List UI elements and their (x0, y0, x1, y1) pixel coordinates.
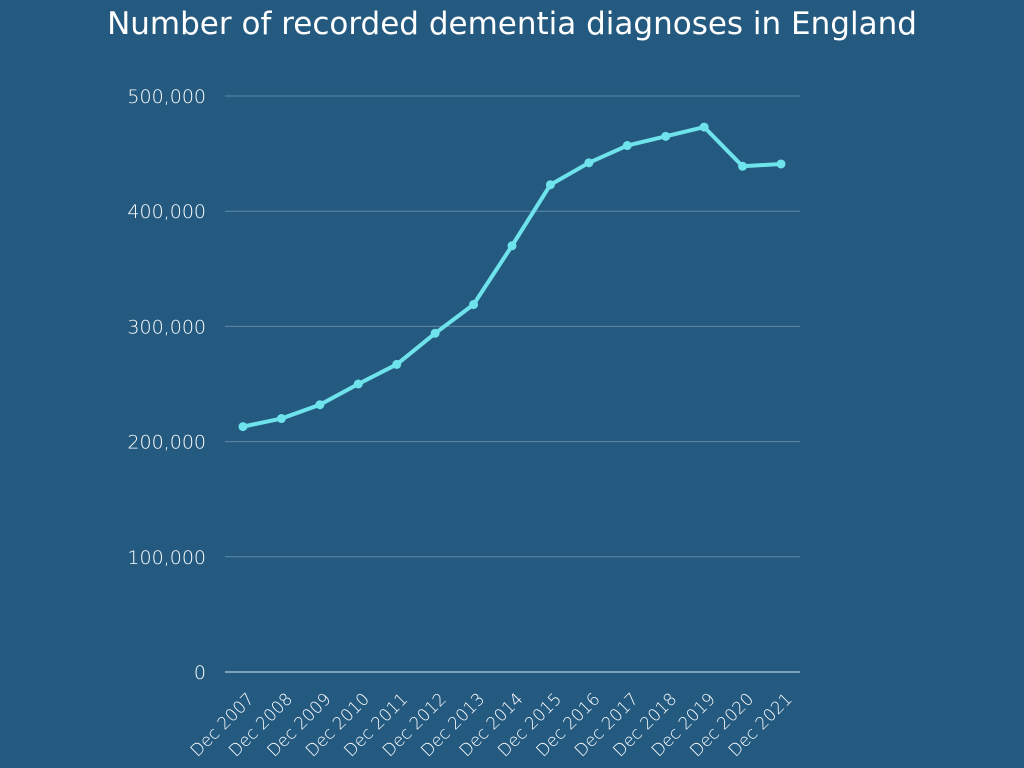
data-point (507, 241, 517, 251)
y-axis-ticks: 0 100,000 200,000 300,000 400,000 500,000 (127, 86, 206, 684)
data-point (430, 328, 440, 338)
y-tick-label: 300,000 (127, 316, 206, 338)
y-tick-label: 200,000 (127, 432, 206, 454)
data-point (392, 359, 402, 369)
data-point (738, 161, 748, 171)
data-point (276, 414, 286, 424)
series-line (241, 125, 783, 429)
data-point (622, 141, 632, 151)
data-point (238, 422, 248, 432)
data-point (661, 131, 671, 141)
chart-title: Number of recorded dementia diagnoses in… (107, 6, 917, 42)
y-tick-label: 0 (194, 662, 206, 684)
data-point (545, 180, 555, 190)
data-point (584, 158, 594, 168)
data-point (315, 400, 325, 410)
y-tick-label: 400,000 (127, 201, 206, 223)
y-tick-label: 500,000 (127, 86, 206, 108)
y-tick-label: 100,000 (127, 547, 206, 569)
data-point (776, 159, 786, 169)
series-dementia-diagnoses (238, 122, 786, 432)
data-point (469, 300, 479, 310)
data-point (699, 122, 709, 132)
data-point (353, 379, 363, 389)
gridlines (225, 95, 800, 673)
